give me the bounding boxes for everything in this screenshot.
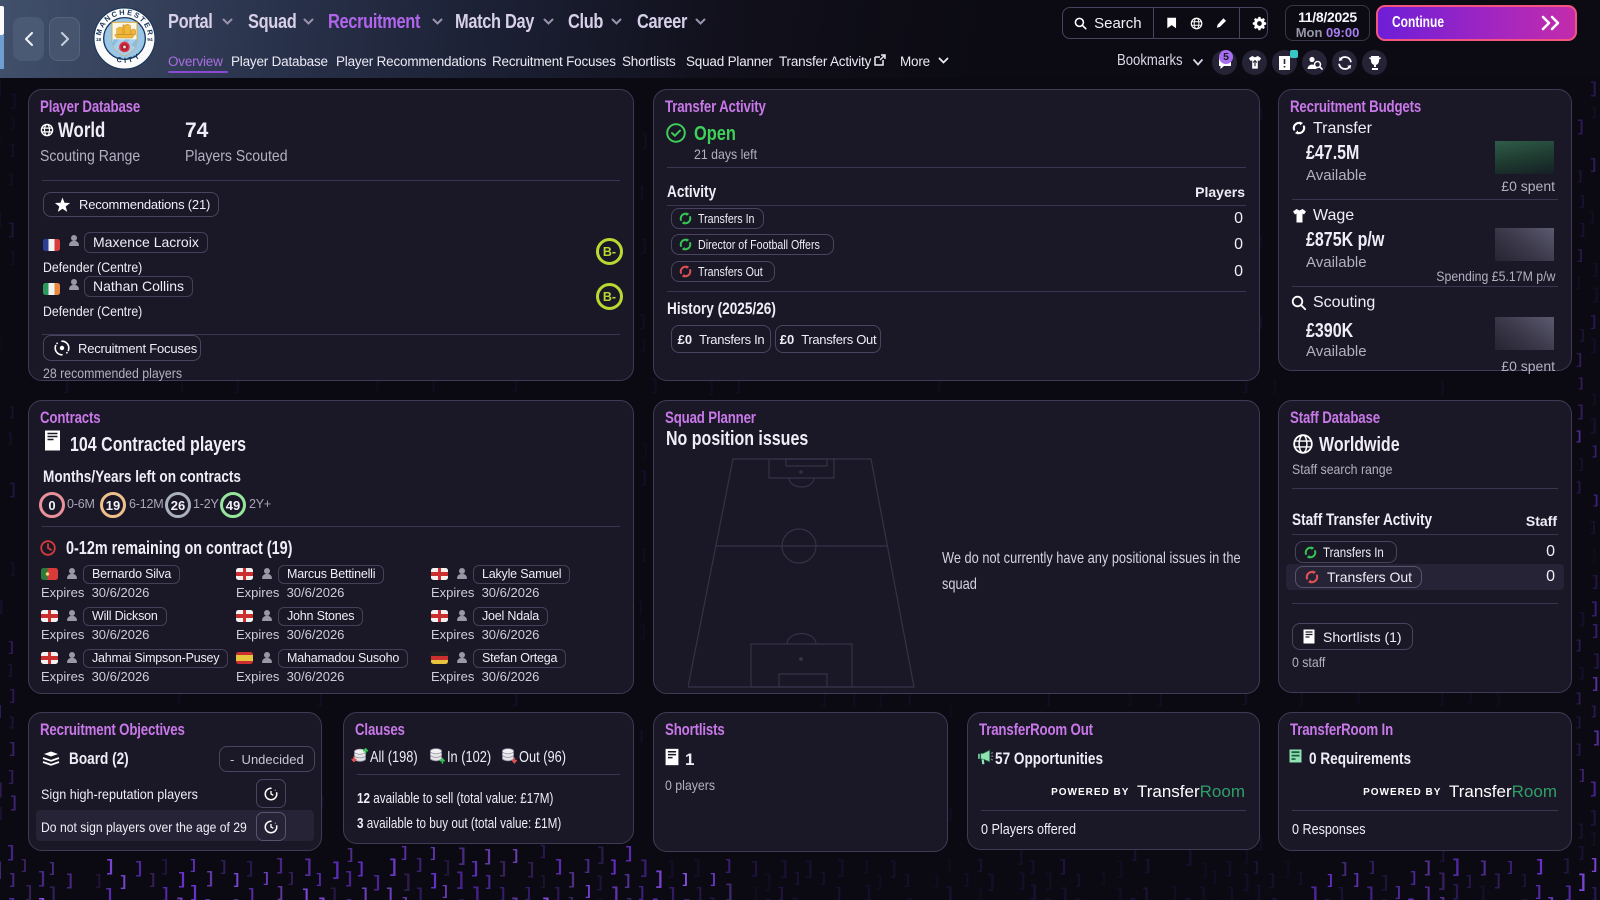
svg-text:18: 18	[96, 37, 102, 43]
svg-text:94: 94	[147, 37, 153, 43]
